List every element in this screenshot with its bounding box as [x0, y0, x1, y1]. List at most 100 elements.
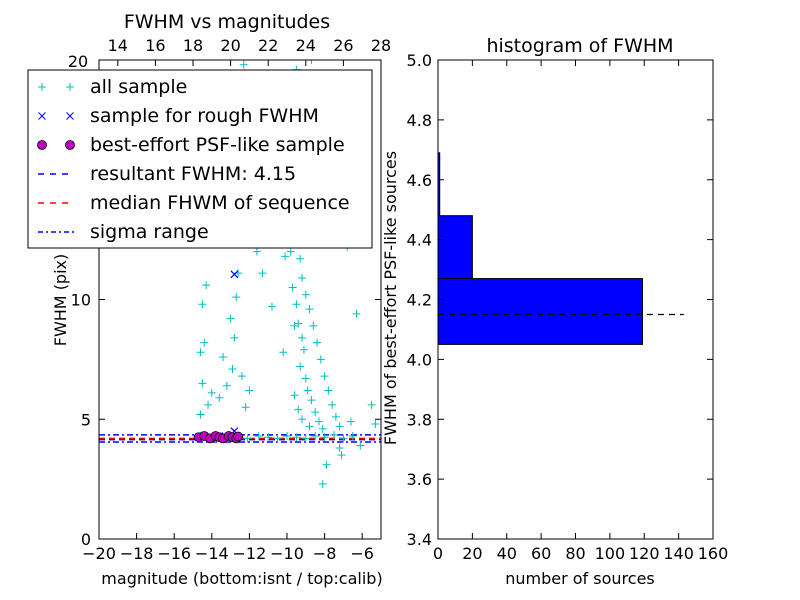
scatter-y-tick-label: 5 [81, 410, 91, 429]
all-sample-point [198, 379, 207, 388]
legend-box [27, 69, 373, 249]
all-sample-point [279, 348, 288, 357]
legend-rough-sample-marker [38, 112, 46, 120]
all-sample-point [298, 273, 307, 282]
histogram-panel: 0 20 40 60 80 100 120 140 160 3.4 3.6 3.8 4.0 4.2 4.4 4… [381, 35, 728, 588]
all-sample-point [202, 281, 211, 290]
all-sample-point [254, 432, 263, 441]
legend-all-sample-marker [38, 83, 46, 91]
all-sample-point [337, 451, 346, 460]
all-sample-point [307, 396, 316, 405]
legend-rough-sample-marker [66, 112, 74, 120]
all-sample-point [313, 338, 322, 347]
scatter-x-tick-label: −10 [270, 544, 304, 563]
histogram-y-tick-label: 4.6 [407, 171, 432, 190]
scatter-y-tick-label: 0 [81, 530, 91, 549]
all-sample-point [331, 412, 340, 421]
scatter-y-tick-label: 10 [71, 291, 91, 310]
histogram-title: histogram of FWHM [486, 35, 673, 57]
scatter-x-tick-label: −20 [82, 544, 116, 563]
histogram-x-tick-label: 40 [497, 544, 517, 563]
all-sample-point [318, 479, 327, 488]
all-sample-point [245, 386, 254, 395]
all-sample-point [222, 381, 231, 390]
all-sample-point [204, 400, 213, 409]
all-sample-point [196, 410, 205, 419]
scatter-x-tick-label: −8 [313, 544, 337, 563]
psf-sample-point [233, 431, 244, 442]
scatter-x-tick-label: −16 [157, 544, 191, 563]
scatter-top-tick-label: 14 [108, 36, 128, 55]
histogram-y-tick-label: 5.0 [407, 51, 432, 70]
all-sample-point [328, 400, 337, 409]
histogram-x-tick-label: 80 [565, 544, 585, 563]
all-sample-point [298, 415, 307, 424]
scatter-y-label: FWHM (pix) [51, 254, 70, 347]
histogram-x-label: number of sources [505, 569, 655, 588]
all-sample-point [281, 252, 290, 261]
all-sample-point [292, 300, 301, 309]
histogram-x-tick-label: 140 [663, 544, 694, 563]
all-sample-point [273, 434, 282, 443]
all-sample-point [239, 60, 248, 69]
histogram-x-tick-label: 60 [531, 544, 551, 563]
histogram-x-tick-label: 100 [595, 544, 626, 563]
all-sample-point [320, 433, 329, 442]
all-sample-point [320, 372, 329, 381]
scatter-x-tick-label: −18 [120, 544, 154, 563]
scatter-top-tick-label: 26 [333, 36, 353, 55]
legend-label: all sample [90, 76, 187, 98]
all-sample-point [294, 405, 303, 414]
all-sample-point [243, 434, 252, 443]
all-sample-point [307, 60, 316, 64]
all-sample-point [228, 364, 237, 373]
all-sample-point [305, 422, 314, 431]
histogram-x-tick-label: 160 [698, 544, 729, 563]
all-sample-point [301, 374, 310, 383]
scatter-x-tick-label: −6 [350, 544, 374, 563]
all-sample-point [311, 408, 320, 417]
scatter-top-tick-label: 24 [296, 36, 316, 55]
all-sample-point [226, 314, 235, 323]
scatter-top-tick-label: 16 [145, 36, 165, 55]
all-sample-point [324, 386, 333, 395]
histogram-x-tick-label: 120 [629, 544, 660, 563]
all-sample-point [207, 388, 216, 397]
all-sample-point [296, 362, 305, 371]
all-sample-point [252, 247, 261, 256]
all-sample-point [292, 433, 301, 442]
all-sample-point [367, 400, 376, 409]
all-sample-point [356, 441, 365, 450]
all-sample-point [303, 386, 312, 395]
rough-sample-point [230, 270, 239, 279]
all-sample-point [196, 348, 205, 357]
histogram-axis-ticks: 0 20 40 60 80 100 120 140 160 3.4 3.6 3.8 4.0 4.2 4.4 4… [407, 51, 729, 563]
all-sample-point [198, 300, 207, 309]
all-sample-point [305, 305, 314, 314]
scatter-x-tick-label: −14 [195, 544, 229, 563]
all-sample-point [299, 345, 308, 354]
histogram-y-tick-label: 4.0 [407, 350, 432, 369]
scatter-title: FWHM vs magnitudes [124, 11, 330, 33]
legend-psf-sample-marker [65, 140, 75, 150]
all-sample-point [230, 333, 239, 342]
all-sample-point [339, 434, 348, 443]
histogram-bar [437, 215, 473, 280]
all-sample-point [371, 420, 380, 429]
all-sample-point [296, 254, 305, 263]
legend-psf-sample-marker [37, 140, 47, 150]
all-sample-point [301, 290, 310, 299]
scatter-top-right-tick: 20 [68, 52, 88, 71]
scatter-top-tick-label: 22 [258, 36, 278, 55]
all-sample-point [264, 433, 273, 442]
legend: all sample sample for rough FWHM best-effo… [27, 69, 373, 249]
histogram-x-tick-label: 0 [433, 544, 443, 563]
histogram-y-tick-label: 3.6 [407, 470, 432, 489]
all-sample-point [301, 434, 310, 443]
all-sample-point [298, 333, 307, 342]
histogram-y-tick-label: 4.8 [407, 111, 432, 130]
scatter-x-tick-label: −12 [233, 544, 267, 563]
scatter-top-tick-label: 20 [220, 36, 240, 55]
histogram-y-label: FWHM of best-effort PSF-like sources [381, 151, 400, 445]
